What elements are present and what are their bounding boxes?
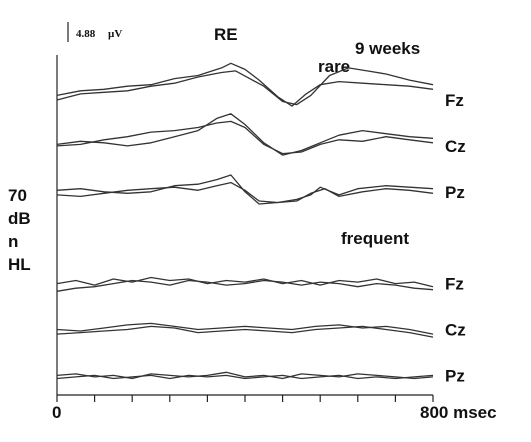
trace-frequent-pz-1 bbox=[56, 374, 434, 380]
channel-label-frequent-pz: Pz bbox=[445, 366, 465, 385]
trace-frequent-pz-0 bbox=[56, 371, 434, 380]
trace-rare-fz-0 bbox=[56, 62, 434, 107]
trace-frequent-fz-1 bbox=[56, 279, 434, 292]
intensity-line-1: 70 bbox=[8, 186, 27, 205]
scale-bar-value: 4.88 bbox=[76, 28, 96, 40]
trace-rare-pz-1 bbox=[56, 181, 434, 204]
intensity-line-4: HL bbox=[8, 255, 31, 274]
trace-frequent-fz-0 bbox=[56, 276, 434, 288]
chart-title: RE bbox=[214, 25, 238, 44]
x-start-label: 0 bbox=[52, 403, 61, 422]
intensity-line-2: dB bbox=[8, 209, 31, 228]
trace-rare-pz-0 bbox=[56, 174, 434, 205]
channel-label-rare-pz: Pz bbox=[445, 183, 465, 202]
channel-label-frequent-cz: Cz bbox=[445, 321, 466, 340]
trace-frequent-cz-1 bbox=[56, 325, 434, 338]
scale-bar-unit: µV bbox=[108, 28, 122, 40]
group-label-frequent: frequent bbox=[341, 229, 409, 248]
channel-label-rare-cz: Cz bbox=[445, 137, 466, 156]
channel-label-rare-fz: Fz bbox=[445, 91, 464, 110]
trace-rare-cz-0 bbox=[56, 113, 434, 156]
group-label-rare: rare bbox=[318, 57, 350, 76]
age-label: 9 weeks bbox=[355, 39, 420, 58]
trace-rare-fz-1 bbox=[56, 67, 434, 106]
trace-rare-cz-1 bbox=[56, 120, 434, 155]
intensity-line-3: n bbox=[8, 232, 18, 251]
x-end-label: 800 msec bbox=[420, 403, 497, 422]
channel-label-frequent-fz: Fz bbox=[445, 275, 464, 294]
